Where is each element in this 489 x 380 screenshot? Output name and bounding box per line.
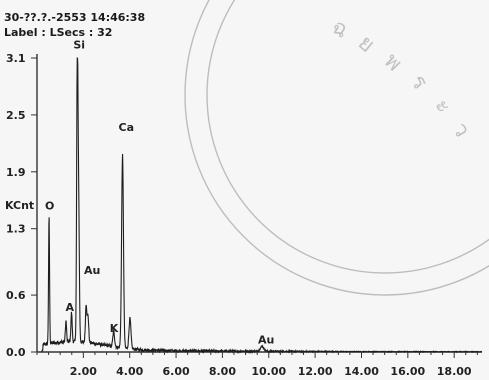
x-tick-label: 16.00 — [390, 365, 425, 378]
x-tick-label: 12.00 — [298, 365, 333, 378]
x-tick-label: 6.00 — [162, 365, 189, 378]
y-tick-label: 0.6 — [6, 289, 26, 302]
timestamp-text: 30-??.?.-2553 14:46:38 — [4, 11, 146, 24]
peak-label: O — [45, 200, 54, 213]
peak-labels-layer: O Si Ca Au A K Au — [45, 39, 274, 347]
spectrum-trace-layer — [41, 57, 483, 355]
lsecs-text: LSecs : 32 — [49, 26, 113, 39]
x-tick-label: 4.00 — [116, 365, 143, 378]
x-tick-label: 18.00 — [437, 365, 472, 378]
y-tick-label: 2.5 — [6, 109, 26, 122]
label-text: Label : — [4, 26, 46, 39]
spectrum-header: 30-??.?.-2553 14:46:38 Label : LSecs : 3… — [4, 10, 145, 40]
y-tick-label: 1.9 — [6, 166, 26, 179]
peak-label: Ca — [119, 121, 135, 134]
peak-label: Au — [84, 264, 100, 277]
x-tick-label: 2.00 — [70, 365, 97, 378]
y-tick-label: 1.3 — [6, 223, 26, 236]
x-tick-label: 10.00 — [251, 365, 286, 378]
peak-label: Au — [258, 333, 274, 346]
peak-label: Si — [73, 39, 85, 52]
y-tick-label: 0.0 — [6, 346, 26, 359]
x-tick-label: 8.00 — [209, 365, 236, 378]
peak-label: A — [65, 301, 74, 314]
peak-label: K — [110, 322, 119, 335]
label-row: Label : LSecs : 32 — [4, 25, 145, 40]
y-tick-label: 3.1 — [6, 52, 26, 65]
x-tick-label: 14.00 — [344, 365, 379, 378]
spectrum-trace — [41, 57, 483, 355]
y-axis-label: KCnt — [5, 199, 34, 212]
